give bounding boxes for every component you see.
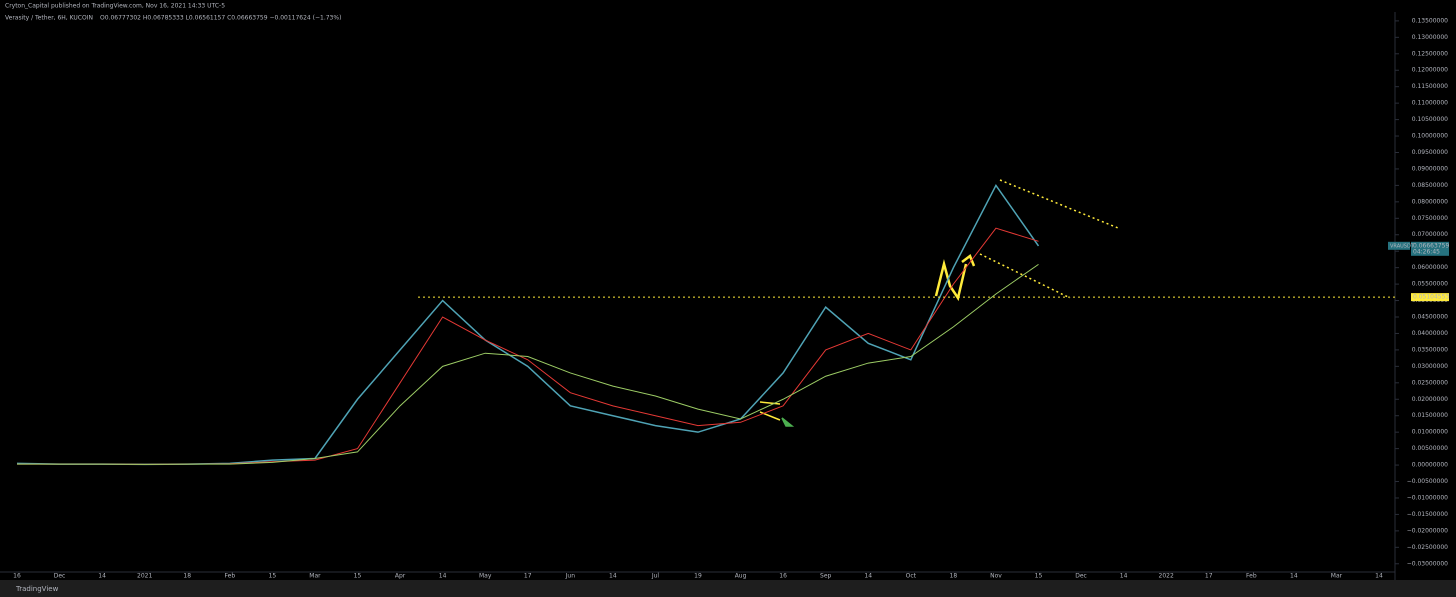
symbol: Verasity / Tether, 6H, KUCOIN — [5, 15, 93, 22]
x-tick-label: 14 — [609, 573, 617, 580]
y-tick-label: 0.02500000 — [1412, 379, 1448, 386]
x-tick-label: Oct — [906, 573, 917, 580]
x-tick-label: Feb — [225, 573, 236, 580]
x-tick-label: 14 — [439, 573, 447, 580]
price-tag — [1411, 241, 1449, 256]
arrow-marker — [781, 417, 795, 427]
x-tick-label: 16 — [13, 573, 21, 580]
x-tick-label: Dec — [1075, 573, 1087, 580]
y-tick-label: 0.06000000 — [1412, 264, 1448, 271]
x-tick-label: Feb — [1246, 573, 1257, 580]
y-tick-label: 0.05500000 — [1412, 281, 1448, 288]
y-tick-label: 0.07500000 — [1412, 215, 1448, 222]
x-tick-label: Jul — [651, 573, 660, 580]
countdown: 04:26:45 — [1413, 248, 1440, 255]
x-tick-label: 14 — [98, 573, 106, 580]
symbol-label: VRAUSDT — [1390, 243, 1415, 249]
x-tick-label: May — [479, 573, 492, 580]
y-tick-label: 0.12500000 — [1412, 50, 1448, 57]
y-tick-label: −0.03000000 — [1407, 560, 1448, 567]
x-tick-label: Jun — [565, 573, 576, 580]
publisher: Cryton_Capital published on TradingView.… — [5, 3, 225, 10]
x-tick-label: 17 — [524, 573, 532, 580]
footer-bar — [0, 580, 1456, 597]
y-tick-label: 0.11000000 — [1412, 100, 1448, 107]
x-tick-label: Sep — [820, 573, 832, 580]
arrow-head — [961, 254, 976, 267]
y-tick-label: 0.13500000 — [1412, 17, 1448, 24]
y-tick-label: 0.01500000 — [1412, 412, 1448, 419]
y-tick-label: −0.01500000 — [1407, 511, 1448, 518]
x-tick-label: 18 — [183, 573, 191, 580]
y-tick-label: 0.02000000 — [1412, 396, 1448, 403]
y-tick-label: 0.09000000 — [1412, 165, 1448, 172]
arrow-path — [934, 259, 968, 302]
y-tick-label: 0.07000000 — [1412, 231, 1448, 238]
y-tick-label: −0.02500000 — [1407, 544, 1448, 551]
x-tick-label: Mar — [1331, 573, 1343, 580]
ohlc: O0.06777302 H0.06785333 L0.06561157 C0.0… — [100, 15, 341, 22]
y-tick-label: 0.03500000 — [1412, 346, 1448, 353]
x-tick-label: 19 — [694, 573, 702, 580]
y-tick-label: −0.01000000 — [1407, 494, 1448, 501]
x-tick-label: Dec — [54, 573, 66, 580]
y-tick-label: 0.04000000 — [1412, 330, 1448, 337]
y-tick-label: 0.00000000 — [1412, 462, 1448, 469]
y-tick-label: 0.10000000 — [1412, 133, 1448, 140]
y-tick-label: 0.13000000 — [1412, 34, 1448, 41]
x-tick-label: 14 — [1375, 573, 1383, 580]
trend-line — [999, 179, 1119, 229]
x-tick-label: Nov — [990, 573, 1002, 580]
x-tick-label: 14 — [1120, 573, 1128, 580]
x-tick-label: 15 — [354, 573, 362, 580]
y-tick-label: 0.08000000 — [1412, 198, 1448, 205]
symbol-tag — [1388, 241, 1410, 250]
price-label: 0.06663759 — [1413, 242, 1449, 249]
level-label: 0.05104553 — [1413, 294, 1449, 301]
y-tick-label: 0.12000000 — [1412, 67, 1448, 74]
y-tick-label: −0.02000000 — [1407, 527, 1448, 534]
y-tick-label: 0.00500000 — [1412, 445, 1448, 452]
y-tick-label: 0.08500000 — [1412, 182, 1448, 189]
y-tick-label: 0.11500000 — [1412, 83, 1448, 90]
trend-line — [979, 253, 1071, 299]
x-tick-label: 2022 — [1159, 573, 1174, 580]
series-line — [17, 263, 1039, 465]
x-tick-label: 17 — [1205, 573, 1213, 580]
x-tick-label: 14 — [1290, 573, 1298, 580]
annotations — [759, 179, 1119, 427]
x-tick-label: Aug — [735, 573, 747, 580]
x-tick-label: 15 — [1035, 573, 1043, 580]
y-tick-label: 0.03000000 — [1412, 363, 1448, 370]
footer-brand: TradingView — [15, 585, 59, 593]
x-tick-label: Apr — [395, 573, 406, 580]
x-tick-label: 16 — [779, 573, 787, 580]
x-tick-label: 2021 — [137, 573, 152, 580]
y-tick-label: 0.01000000 — [1412, 429, 1448, 436]
y-tick-label: −0.00500000 — [1407, 478, 1448, 485]
y-tick-label: 0.04500000 — [1412, 314, 1448, 321]
y-tick-label: 0.10500000 — [1412, 116, 1448, 123]
x-tick-label: 15 — [269, 573, 277, 580]
y-tick-label: 0.09500000 — [1412, 149, 1448, 156]
x-tick-label: Mar — [309, 573, 321, 580]
x-tick-label: 14 — [864, 573, 872, 580]
level-tag — [1411, 293, 1449, 302]
x-tick-label: 18 — [950, 573, 958, 580]
